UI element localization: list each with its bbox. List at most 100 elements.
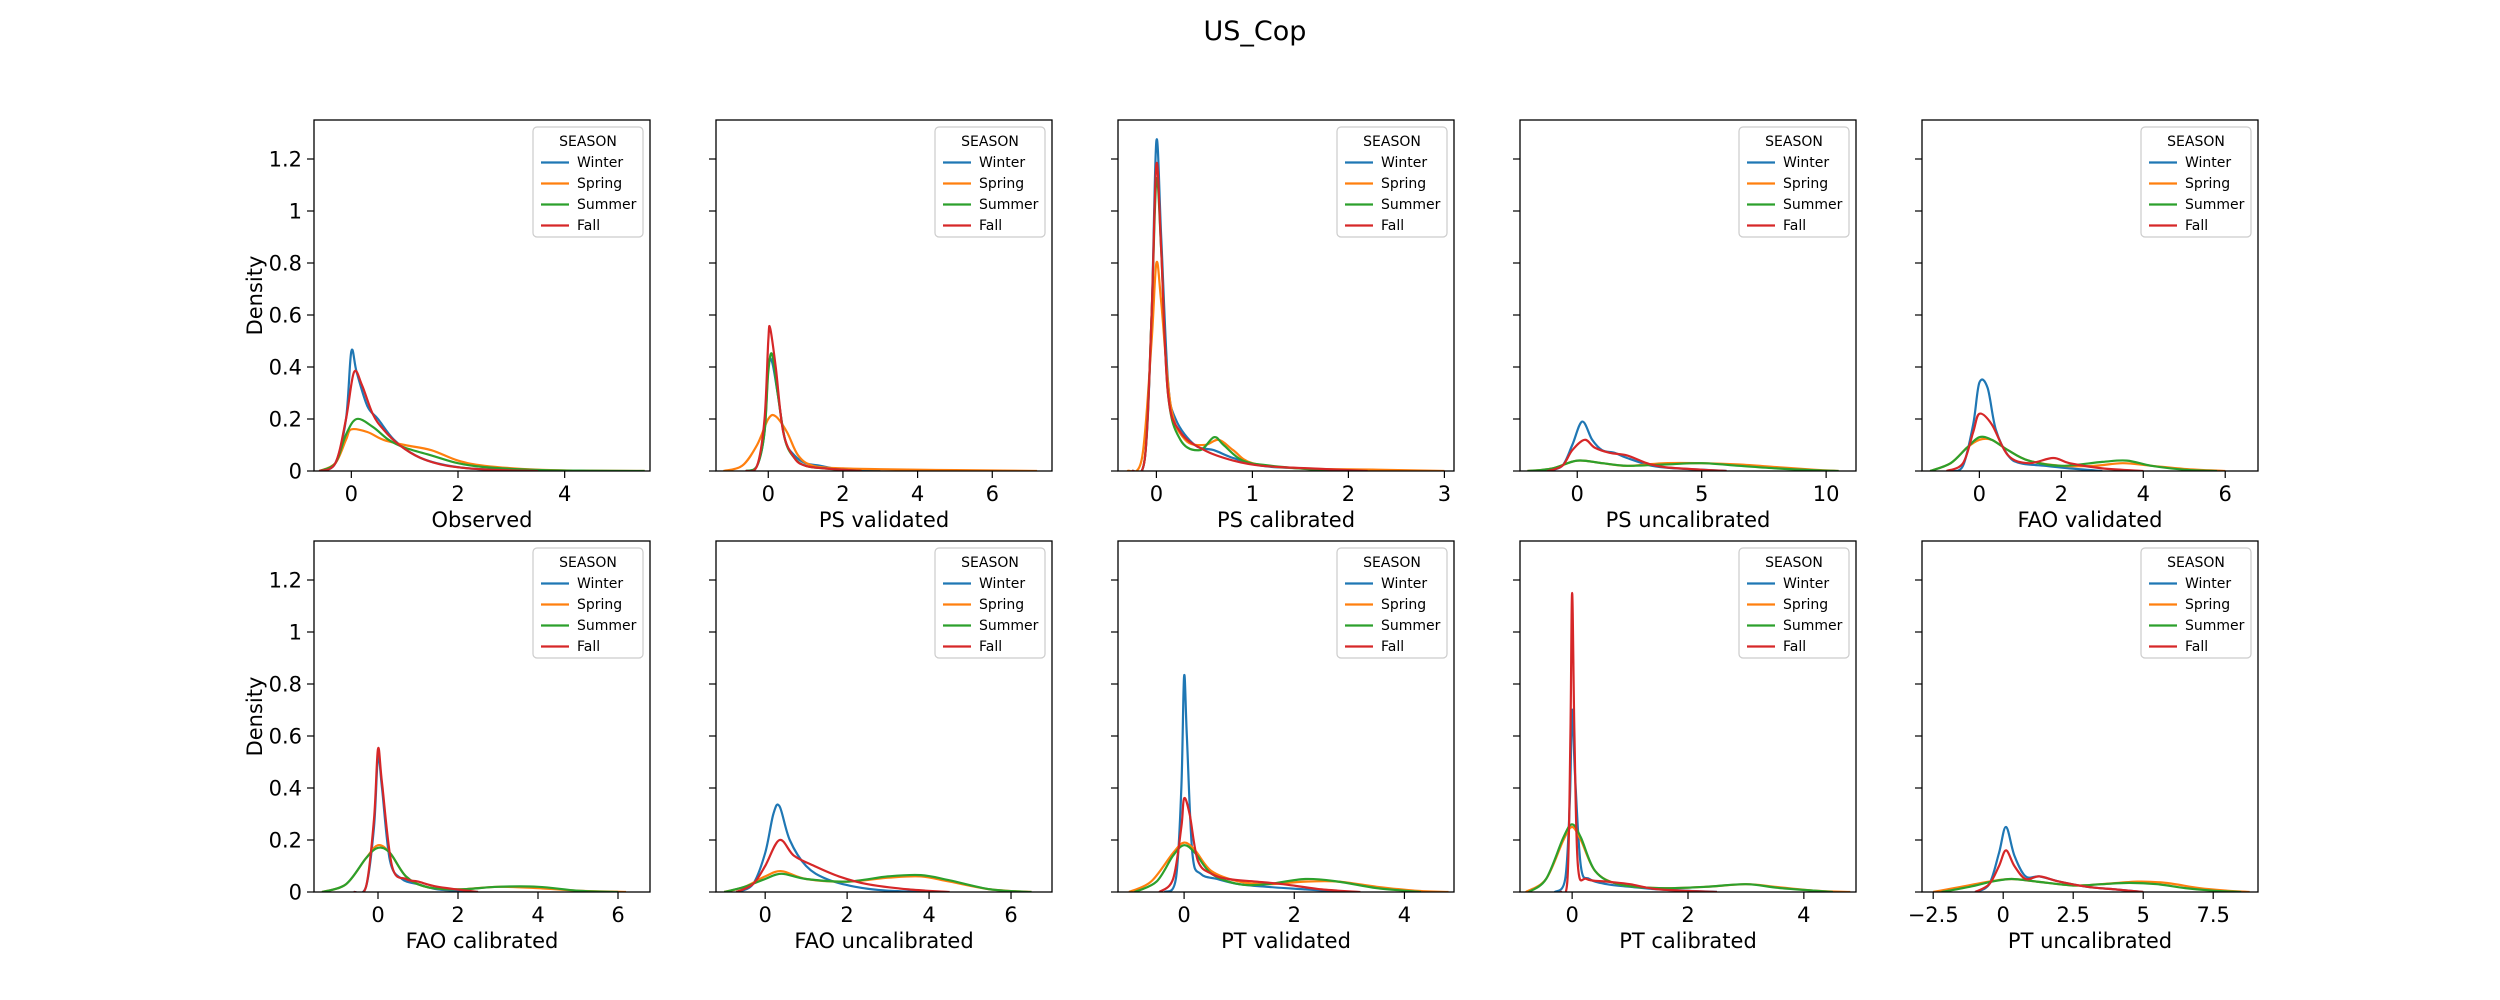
y-tick-label: 1.2 (269, 148, 302, 172)
legend: SEASON Winter Spring Summer Fall (2140, 547, 2252, 659)
kde-line-summer (1527, 459, 1839, 471)
axes-frame (1117, 540, 1455, 893)
kde-line-winter (1131, 138, 1368, 471)
subplot-3: 0 1 2 3 PS calibrated SEASON Winter Spring Summe… (1111, 119, 1455, 532)
density-curves (318, 348, 645, 471)
legend-box (1738, 126, 1850, 238)
kde-line-fall (318, 369, 539, 471)
legend-title: SEASON (559, 134, 617, 150)
kde-line-summer (1134, 844, 1422, 892)
legend-entry-winter: Winter (2185, 576, 2231, 592)
legend-entry-summer: Summer (577, 618, 637, 634)
legend-title: SEASON (2167, 134, 2225, 150)
kde-line-fall (353, 746, 479, 892)
x-tick-label: 0 (762, 482, 775, 506)
subplot-grid: 0 0.2 0.4 0.6 0.8 1 1.2 0 2 4 Observed Density SEASO… (243, 119, 2259, 953)
legend-box (1336, 126, 1448, 238)
x-axis-label: PS calibrated (1217, 508, 1355, 532)
x-tick-label: 2.5 (2056, 903, 2089, 927)
x-tick-label: −2.5 (1908, 903, 1959, 927)
legend-entry-fall: Fall (1783, 218, 1806, 234)
x-tick-label: 4 (558, 482, 571, 506)
legend-entry-fall: Fall (1783, 639, 1806, 655)
legend-entry-winter: Winter (1381, 576, 1427, 592)
kde-line-summer (1528, 823, 1833, 892)
x-tick-label: 4 (911, 482, 924, 506)
legend-entry-fall: Fall (2185, 639, 2208, 655)
legend-entry-summer: Summer (1381, 197, 1441, 213)
figure-title: US_Cop (1204, 16, 1307, 47)
x-tick-label: 5 (2137, 903, 2150, 927)
legend-title: SEASON (2167, 555, 2225, 571)
legend-entry-winter: Winter (979, 576, 1025, 592)
kde-line-spring (318, 427, 645, 471)
legend-title: SEASON (559, 555, 617, 571)
kde-line-fall (745, 324, 862, 471)
legend-entry-fall: Fall (577, 639, 600, 655)
legend-entry-spring: Spring (2185, 176, 2230, 192)
x-tick-label: 4 (922, 903, 935, 927)
x-axis-label: PT calibrated (1619, 929, 1757, 953)
kde-line-winter (1163, 673, 1350, 892)
kde-line-spring (1929, 437, 2226, 471)
x-axis-label: PS validated (819, 508, 949, 532)
kde-line-fall (736, 838, 950, 892)
legend-title: SEASON (1363, 555, 1421, 571)
legend-entry-summer: Summer (1783, 197, 1843, 213)
legend: SEASON Winter Spring Summer Fall (934, 547, 1046, 659)
kde-line-fall (1547, 438, 1727, 471)
x-axis-label: FAO calibrated (406, 929, 559, 953)
y-tick-label: 0 (289, 881, 302, 905)
axes-frame (1117, 119, 1455, 472)
x-tick-label: 0 (345, 482, 358, 506)
legend-entry-spring: Spring (577, 597, 622, 613)
subplot-7: 0 2 4 6 FAO uncalibrated SEASON Winter Spring Su… (709, 540, 1053, 953)
x-tick-label: 2 (840, 903, 853, 927)
kde-line-spring (1128, 841, 1449, 892)
subplot-4: 0 5 10 PS uncalibrated SEASON Winter Spring Sum… (1513, 119, 1857, 532)
legend-entry-fall: Fall (577, 218, 600, 234)
x-tick-label: 6 (986, 482, 999, 506)
legend-entry-spring: Spring (979, 176, 1024, 192)
legend-entry-summer: Summer (979, 197, 1039, 213)
legend-entry-summer: Summer (577, 197, 637, 213)
x-tick-label: 4 (1797, 903, 1810, 927)
x-tick-label: 3 (1438, 482, 1451, 506)
x-tick-label: 0 (1973, 482, 1986, 506)
y-tick-label: 0.8 (269, 252, 302, 276)
kde-line-fall (1158, 796, 1361, 892)
kde-line-summer (321, 846, 619, 892)
density-curves (723, 803, 1032, 892)
density-curves (1525, 591, 1851, 892)
y-tick-label: 1 (289, 621, 302, 645)
kde-line-summer (1929, 435, 2218, 471)
x-tick-label: 0 (1997, 903, 2010, 927)
subplot-1: 0 0.2 0.4 0.6 0.8 1 1.2 0 2 4 Observed Density SEASO… (243, 119, 651, 532)
legend-box (2140, 547, 2252, 659)
x-tick-label: 2 (1342, 482, 1355, 506)
kde-line-fall (1946, 412, 2144, 471)
legend-entry-summer: Summer (1783, 618, 1843, 634)
x-axis-label: FAO validated (2017, 508, 2162, 532)
x-tick-label: 6 (611, 903, 624, 927)
kde-line-summer (723, 872, 1032, 892)
kde-line-fall (1974, 849, 2144, 892)
x-tick-label: 0 (371, 903, 384, 927)
legend-box (532, 126, 644, 238)
y-tick-label: 0.4 (269, 356, 302, 380)
legend-entry-summer: Summer (2185, 618, 2245, 634)
legend: SEASON Winter Spring Summer Fall (1738, 126, 1850, 238)
x-tick-label: 0 (1571, 482, 1584, 506)
axes-frame (313, 119, 651, 472)
legend: SEASON Winter Spring Summer Fall (1738, 547, 1850, 659)
kde-line-summer (745, 352, 862, 471)
x-tick-label: 2 (1681, 903, 1694, 927)
kde-line-fall (1131, 161, 1368, 471)
x-tick-label: 2 (1288, 903, 1301, 927)
kde-line-winter (1553, 708, 1718, 892)
legend-entry-spring: Spring (979, 597, 1024, 613)
legend-entry-summer: Summer (2185, 197, 2245, 213)
x-axis-label: PS uncalibrated (1606, 508, 1771, 532)
x-tick-label: 4 (2137, 482, 2150, 506)
